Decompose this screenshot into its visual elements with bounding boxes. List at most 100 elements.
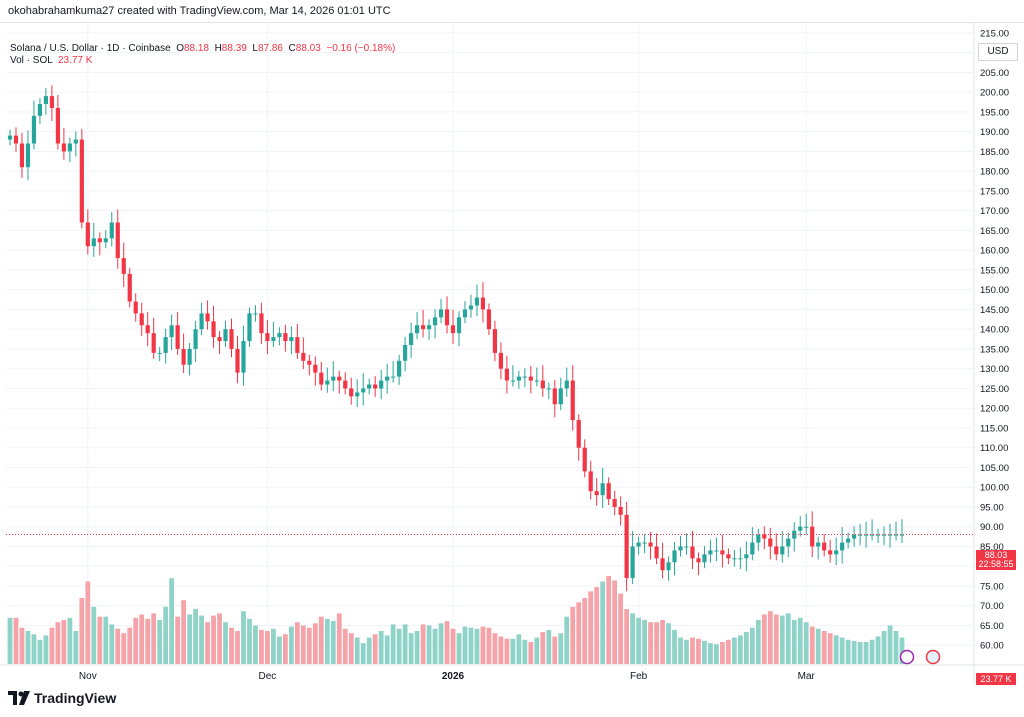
- volume-bar: [696, 638, 701, 664]
- legend-ohlc-line: Solana / U.S. Dollar · 1D · Coinbase O88…: [10, 43, 395, 55]
- candle-body: [887, 534, 893, 536]
- volume-tag: 23.77 K: [976, 673, 1016, 685]
- volume-bar: [552, 636, 558, 664]
- volume-bar: [133, 617, 139, 664]
- candle-body: [79, 139, 84, 223]
- candle-body: [438, 309, 444, 318]
- volume-bar: [330, 621, 336, 664]
- candle-body: [528, 376, 533, 381]
- volume-bar: [73, 631, 79, 664]
- volume-bar: [690, 637, 695, 664]
- y-tick-label: 145.00: [980, 305, 1009, 316]
- candle-body: [385, 376, 390, 381]
- candle-body: [169, 325, 174, 338]
- candle-body: [337, 376, 342, 381]
- volume-bar: [702, 640, 707, 664]
- candle-body: [881, 534, 887, 536]
- volume-bar: [223, 622, 228, 664]
- volume-bar: [277, 636, 282, 664]
- candle-body: [7, 135, 13, 140]
- candle-body: [546, 388, 551, 390]
- candle-body: [97, 238, 102, 243]
- candle-body: [193, 329, 198, 349]
- y-tick-label: 70.00: [980, 601, 1004, 612]
- last-price-tag: 88.03 22:58:55: [976, 550, 1016, 570]
- tradingview-logo[interactable]: TradingView: [8, 690, 116, 706]
- candle-body: [343, 380, 348, 389]
- volume-bar: [157, 620, 163, 664]
- x-tick-label: 2026: [442, 671, 465, 682]
- volume-bar: [444, 621, 450, 664]
- candlestick-chart[interactable]: 215.00210.00205.00200.00195.00190.00185.…: [0, 23, 1024, 685]
- volume-bar: [755, 620, 761, 664]
- candle-body: [325, 380, 330, 385]
- y-tick-label: 115.00: [980, 423, 1008, 434]
- candle-body: [510, 380, 515, 382]
- volume-bar: [247, 618, 252, 664]
- volume-bar: [636, 617, 641, 664]
- volume-bar: [480, 626, 486, 664]
- bar-countdown: 22:58:55: [978, 559, 1014, 569]
- candle-body: [702, 554, 707, 563]
- y-tick-label: 100.00: [980, 483, 1009, 494]
- candle-body: [67, 143, 72, 152]
- candle-body: [145, 325, 150, 334]
- volume-bar: [259, 629, 264, 664]
- candle-body: [373, 384, 378, 389]
- volume-bar: [803, 622, 809, 664]
- candle-body: [594, 491, 599, 496]
- candle-body: [456, 317, 462, 334]
- candle-body: [49, 96, 55, 108]
- volume-bar: [594, 587, 600, 664]
- volume-bar: [336, 613, 342, 664]
- volume-bar: [139, 614, 145, 664]
- volume-bar: [85, 581, 91, 664]
- legend-symbol: Solana / U.S. Dollar · 1D · Coinbase: [10, 43, 171, 54]
- candle-body: [121, 258, 126, 274]
- y-tick-label: 105.00: [980, 463, 1009, 474]
- candle-body: [115, 222, 120, 259]
- volume-bar: [648, 622, 653, 664]
- volume-bar: [612, 580, 618, 664]
- volume-bar: [79, 598, 85, 664]
- candle-body: [516, 376, 521, 381]
- currency-selector[interactable]: USD: [978, 43, 1018, 61]
- volume-bar: [49, 627, 55, 664]
- candle-body: [642, 542, 647, 544]
- candle-body: [355, 392, 360, 397]
- volume-bar: [25, 631, 31, 664]
- volume-bar: [318, 616, 324, 664]
- y-tick-label: 125.00: [980, 384, 1009, 395]
- candle-body: [367, 384, 372, 389]
- candle-body: [774, 546, 779, 555]
- candle-body: [241, 341, 246, 373]
- volume-bar: [797, 617, 803, 664]
- candle-body: [852, 534, 857, 539]
- volume-bar: [666, 623, 671, 664]
- candle-body: [175, 325, 180, 349]
- candle-body: [61, 143, 66, 152]
- candle-body: [522, 376, 527, 378]
- chart-area[interactable]: 215.00210.00205.00200.00195.00190.00185.…: [0, 22, 1024, 685]
- volume-bar: [127, 627, 133, 664]
- volume-bar: [731, 637, 737, 664]
- candle-body: [756, 534, 761, 543]
- legend-high-value: 88.39: [221, 43, 247, 54]
- volume-bar: [384, 635, 390, 664]
- legend-h-label: H: [214, 43, 222, 54]
- candle-body: [223, 329, 228, 342]
- volume-bar: [540, 632, 546, 664]
- candle-body: [379, 380, 384, 389]
- lightning-event-icon: [899, 649, 915, 665]
- candle-body: [13, 135, 19, 144]
- candle-body: [444, 309, 450, 326]
- candle-body: [127, 273, 132, 302]
- volume-bar: [869, 639, 875, 664]
- y-tick-label: 140.00: [980, 325, 1009, 336]
- candle-body: [91, 238, 96, 247]
- volume-bar: [55, 622, 61, 664]
- candle-body: [25, 143, 31, 168]
- volume-bar: [300, 625, 306, 664]
- volume-bar: [821, 631, 827, 664]
- candle-body: [259, 313, 264, 334]
